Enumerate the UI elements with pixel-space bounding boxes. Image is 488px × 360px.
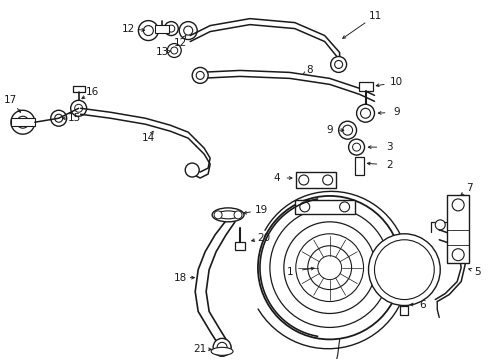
- Circle shape: [368, 234, 439, 306]
- Text: 15: 15: [68, 113, 81, 123]
- Ellipse shape: [217, 211, 239, 219]
- Circle shape: [138, 21, 158, 41]
- Circle shape: [217, 342, 226, 352]
- Circle shape: [183, 26, 192, 35]
- Text: 9: 9: [392, 107, 399, 117]
- Text: 20: 20: [257, 233, 270, 243]
- Text: 18: 18: [173, 273, 186, 283]
- Text: 4: 4: [273, 173, 280, 183]
- Text: 1: 1: [286, 267, 292, 276]
- Circle shape: [170, 47, 178, 54]
- Circle shape: [234, 211, 242, 219]
- Circle shape: [322, 175, 332, 185]
- Circle shape: [164, 22, 178, 36]
- Ellipse shape: [212, 208, 244, 222]
- Bar: [295, 172, 335, 188]
- Circle shape: [75, 104, 82, 112]
- Circle shape: [51, 110, 66, 126]
- Text: 8: 8: [306, 66, 312, 76]
- Text: 12: 12: [122, 24, 135, 33]
- Circle shape: [167, 25, 174, 32]
- Circle shape: [348, 139, 364, 155]
- Text: 2: 2: [386, 160, 392, 170]
- Circle shape: [451, 249, 463, 261]
- Circle shape: [299, 202, 309, 212]
- Circle shape: [334, 60, 342, 68]
- Circle shape: [214, 211, 222, 219]
- Circle shape: [307, 246, 351, 289]
- Bar: [354, 157, 363, 175]
- Text: 21: 21: [193, 345, 206, 354]
- Text: 12: 12: [173, 37, 186, 48]
- Bar: [447, 195, 468, 263]
- Circle shape: [11, 110, 35, 134]
- Circle shape: [179, 22, 197, 40]
- Circle shape: [339, 202, 349, 212]
- Circle shape: [192, 67, 208, 84]
- Circle shape: [258, 196, 401, 339]
- Bar: [235, 242, 244, 250]
- Text: 19: 19: [255, 205, 268, 215]
- Circle shape: [317, 256, 341, 280]
- Text: 9: 9: [325, 125, 332, 135]
- Circle shape: [374, 240, 433, 300]
- Circle shape: [71, 100, 86, 116]
- Text: 5: 5: [473, 267, 479, 276]
- Circle shape: [143, 26, 153, 36]
- Circle shape: [434, 220, 444, 230]
- Circle shape: [213, 338, 230, 356]
- Circle shape: [283, 222, 375, 314]
- Circle shape: [338, 121, 356, 139]
- Circle shape: [330, 57, 346, 72]
- Circle shape: [185, 163, 199, 177]
- Bar: [294, 200, 354, 214]
- Text: 11: 11: [368, 11, 381, 21]
- Circle shape: [295, 234, 363, 302]
- Circle shape: [451, 199, 463, 211]
- Bar: [11, 118, 35, 126]
- Text: 3: 3: [386, 142, 392, 152]
- Bar: [155, 24, 169, 32]
- Circle shape: [269, 208, 388, 328]
- Text: 13: 13: [155, 48, 168, 58]
- Circle shape: [342, 125, 352, 135]
- Circle shape: [167, 44, 181, 58]
- Text: 6: 6: [418, 300, 425, 310]
- Ellipse shape: [211, 347, 233, 355]
- Bar: [358, 82, 372, 91]
- Text: 7: 7: [465, 183, 471, 193]
- Circle shape: [352, 143, 360, 151]
- Circle shape: [196, 71, 203, 80]
- Text: 10: 10: [389, 77, 402, 87]
- Circle shape: [55, 114, 62, 122]
- Circle shape: [356, 104, 374, 122]
- Circle shape: [360, 108, 370, 118]
- Circle shape: [17, 116, 29, 128]
- Text: 14: 14: [142, 133, 155, 143]
- Text: 17: 17: [4, 95, 18, 105]
- Circle shape: [298, 175, 308, 185]
- Text: 16: 16: [86, 87, 99, 97]
